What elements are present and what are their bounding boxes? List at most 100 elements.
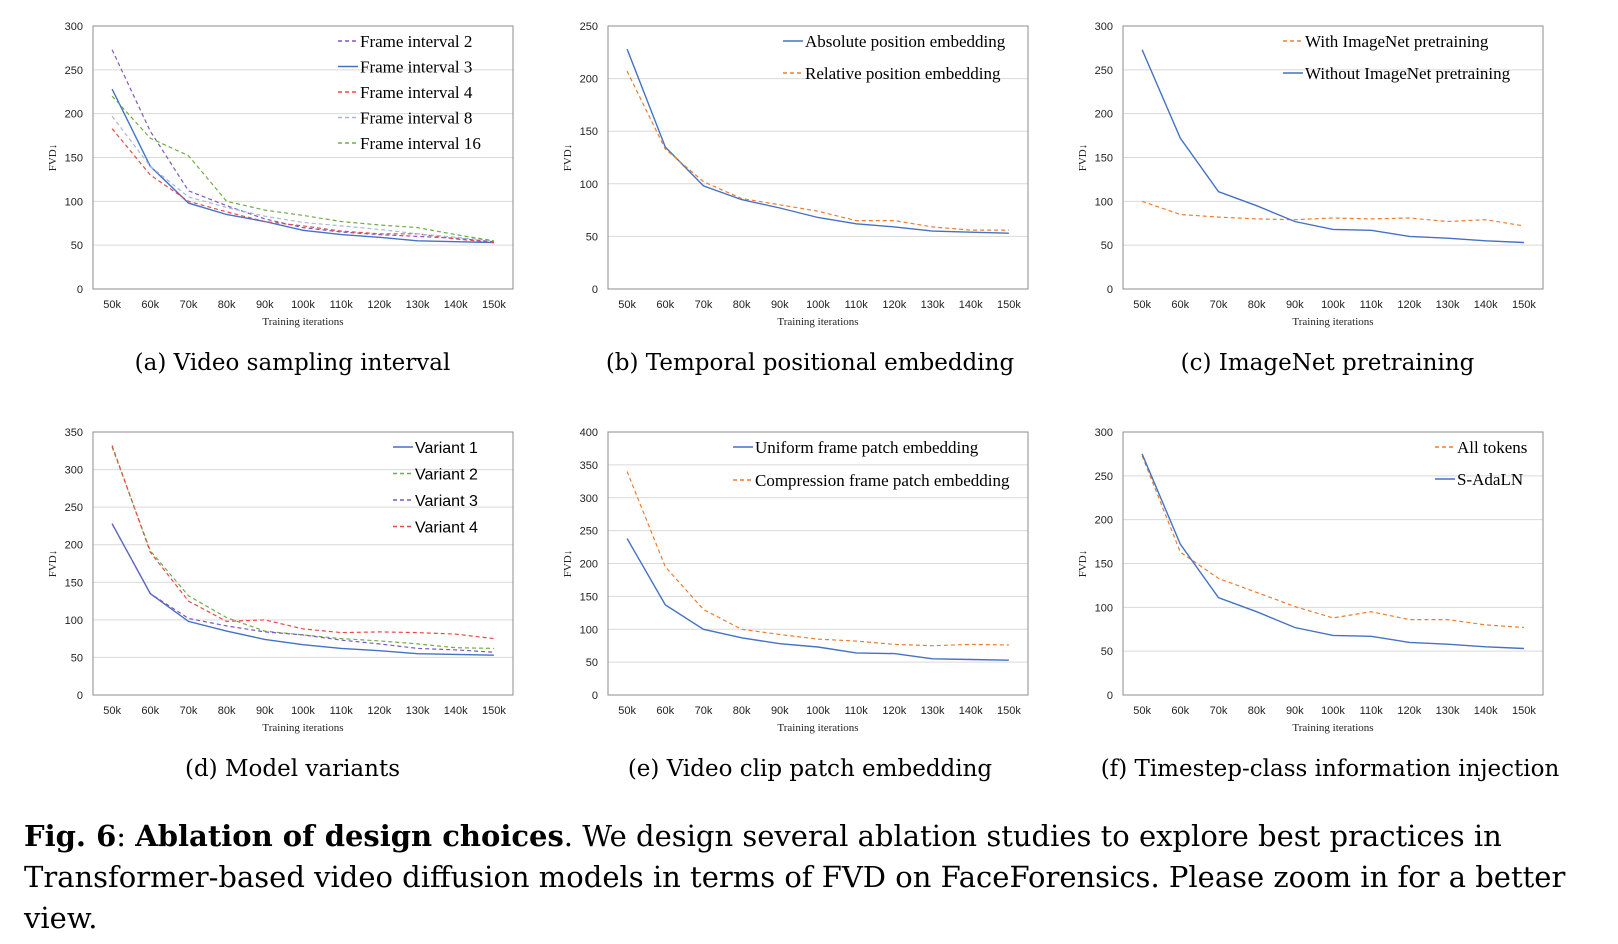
y-tick-label: 50	[1101, 646, 1113, 658]
x-tick-label: 150k	[482, 299, 506, 311]
legend-label: Frame interval 3	[360, 58, 472, 77]
y-tick-label: 200	[1095, 109, 1113, 121]
series-line	[111, 523, 494, 653]
y-tick-label: 350	[65, 427, 83, 439]
y-tick-label: 300	[65, 21, 83, 33]
x-tick-label: 60k	[1171, 705, 1189, 717]
y-axis-title: FVD↓	[47, 550, 59, 578]
x-tick-label: 100k	[1321, 705, 1345, 717]
x-tick-label: 60k	[141, 299, 159, 311]
y-tick-label: 50	[71, 240, 83, 252]
figure-label: Fig. 6	[24, 819, 117, 853]
legend-label: Variant 1	[415, 440, 478, 457]
x-tick-label: 120k	[367, 705, 391, 717]
x-tick-label: 80k	[218, 299, 236, 311]
plot-area	[1122, 25, 1544, 290]
chart-video-sampling-interval: 0 50 100 150 200 250 300 50k 60k 70k 80k 90k 100k 110…	[40, 12, 530, 342]
y-tick-label: 0	[77, 690, 83, 702]
y-tick-label: 200	[65, 540, 83, 552]
y-tick-label: 150	[65, 153, 83, 165]
plot-area	[92, 25, 514, 290]
y-tick-label: 150	[65, 577, 83, 589]
y-tick-label: 250	[65, 502, 83, 514]
y-tick-label: 50	[71, 652, 83, 664]
chart-svg: 0 50 100 150 200 250 300 50k 60k 70k 80k 90k 100k 110…	[1077, 427, 1544, 734]
y-tick-label: 100	[580, 179, 598, 191]
x-tick-label: 60k	[141, 705, 159, 717]
x-tick-label: 140k	[444, 299, 468, 311]
y-axis-title: FVD↓	[1077, 550, 1089, 578]
x-tick-label: 140k	[444, 705, 468, 717]
x-tick-label: 90k	[256, 705, 274, 717]
y-axis-title: FVD↓	[47, 144, 59, 172]
x-tick-label: 90k	[1286, 299, 1304, 311]
legend-label: Variant 3	[415, 493, 478, 510]
y-tick-label: 300	[65, 465, 83, 477]
y-tick-label: 300	[1095, 427, 1113, 439]
x-tick-label: 50k	[103, 705, 121, 717]
caption-f: (f) Timestep-class information injection	[1100, 756, 1560, 782]
x-tick-label: 50k	[1133, 299, 1151, 311]
plot-area	[607, 25, 1029, 290]
y-axis-title: FVD↓	[562, 550, 574, 578]
legend-label: Without ImageNet pretraining	[1305, 64, 1511, 83]
x-tick-label: 150k	[997, 299, 1021, 311]
caption-a: (a) Video sampling interval	[134, 350, 451, 376]
y-tick-label: 50	[1101, 240, 1113, 252]
legend-label: Frame interval 2	[360, 32, 472, 51]
figure-title: Ablation of design choices	[135, 819, 564, 853]
y-tick-label: 0	[592, 284, 598, 296]
y-tick-label: 200	[65, 109, 83, 121]
y-tick-label: 250	[65, 65, 83, 77]
legend-label: Frame interval 8	[360, 109, 472, 128]
x-tick-label: 130k	[406, 299, 430, 311]
y-tick-label: 0	[77, 284, 83, 296]
series-line	[111, 115, 494, 242]
chart-timestep-class-injection: 0 50 100 150 200 250 300 50k 60k 70k 80k 90k 100k 110…	[1070, 418, 1560, 748]
legend-label: Frame interval 16	[360, 134, 481, 153]
x-tick-label: 110k	[845, 299, 869, 311]
x-tick-label: 130k	[1436, 299, 1460, 311]
x-tick-label: 150k	[997, 705, 1021, 717]
y-tick-label: 250	[1095, 65, 1113, 77]
x-tick-label: 110k	[845, 705, 869, 717]
y-tick-label: 100	[65, 196, 83, 208]
x-tick-label: 110k	[1360, 705, 1384, 717]
y-tick-label: 100	[65, 615, 83, 627]
y-tick-label: 350	[580, 460, 598, 472]
x-tick-label: 70k	[180, 299, 198, 311]
chart-video-clip-patch-embedding: 0 50 100 150 200 250 300 350 400 50k 60k 70k 80k 90k 1…	[555, 418, 1045, 748]
chart-svg: 0 50 100 150 200 250 300 350 50k 60k 70k 80k 90k 100k…	[47, 427, 514, 734]
x-tick-label: 50k	[618, 299, 636, 311]
x-tick-label: 60k	[656, 299, 674, 311]
x-tick-label: 80k	[218, 705, 236, 717]
y-tick-label: 100	[1095, 196, 1113, 208]
x-axis-title: Training iterations	[262, 316, 343, 328]
x-tick-label: 110k	[330, 705, 354, 717]
x-tick-label: 60k	[656, 705, 674, 717]
series-line	[626, 538, 1009, 661]
x-tick-label: 90k	[771, 299, 789, 311]
y-tick-label: 200	[1095, 515, 1113, 527]
x-axis-title: Training iterations	[777, 722, 858, 734]
y-tick-label: 250	[580, 526, 598, 538]
x-tick-label: 100k	[806, 299, 830, 311]
x-tick-label: 70k	[695, 299, 713, 311]
chart-imagenet-pretraining: 0 50 100 150 200 250 300 50k 60k 70k 80k 90k 100k 110…	[1070, 12, 1560, 342]
y-tick-label: 150	[580, 126, 598, 138]
x-tick-label: 140k	[1474, 705, 1498, 717]
y-tick-label: 250	[1095, 471, 1113, 483]
x-tick-label: 90k	[256, 299, 274, 311]
caption-b: (b) Temporal positional embedding	[605, 350, 1015, 376]
x-tick-label: 130k	[1436, 705, 1460, 717]
x-tick-label: 90k	[1286, 705, 1304, 717]
caption-d: (d) Model variants	[184, 756, 400, 782]
y-tick-label: 50	[586, 231, 598, 243]
y-tick-label: 0	[1107, 284, 1113, 296]
y-tick-label: 0	[1107, 690, 1113, 702]
series-line	[111, 88, 494, 244]
x-axis-title: Training iterations	[262, 722, 343, 734]
series-line	[111, 446, 494, 649]
x-tick-label: 80k	[733, 705, 751, 717]
legend-label: Compression frame patch embedding	[755, 471, 1010, 490]
